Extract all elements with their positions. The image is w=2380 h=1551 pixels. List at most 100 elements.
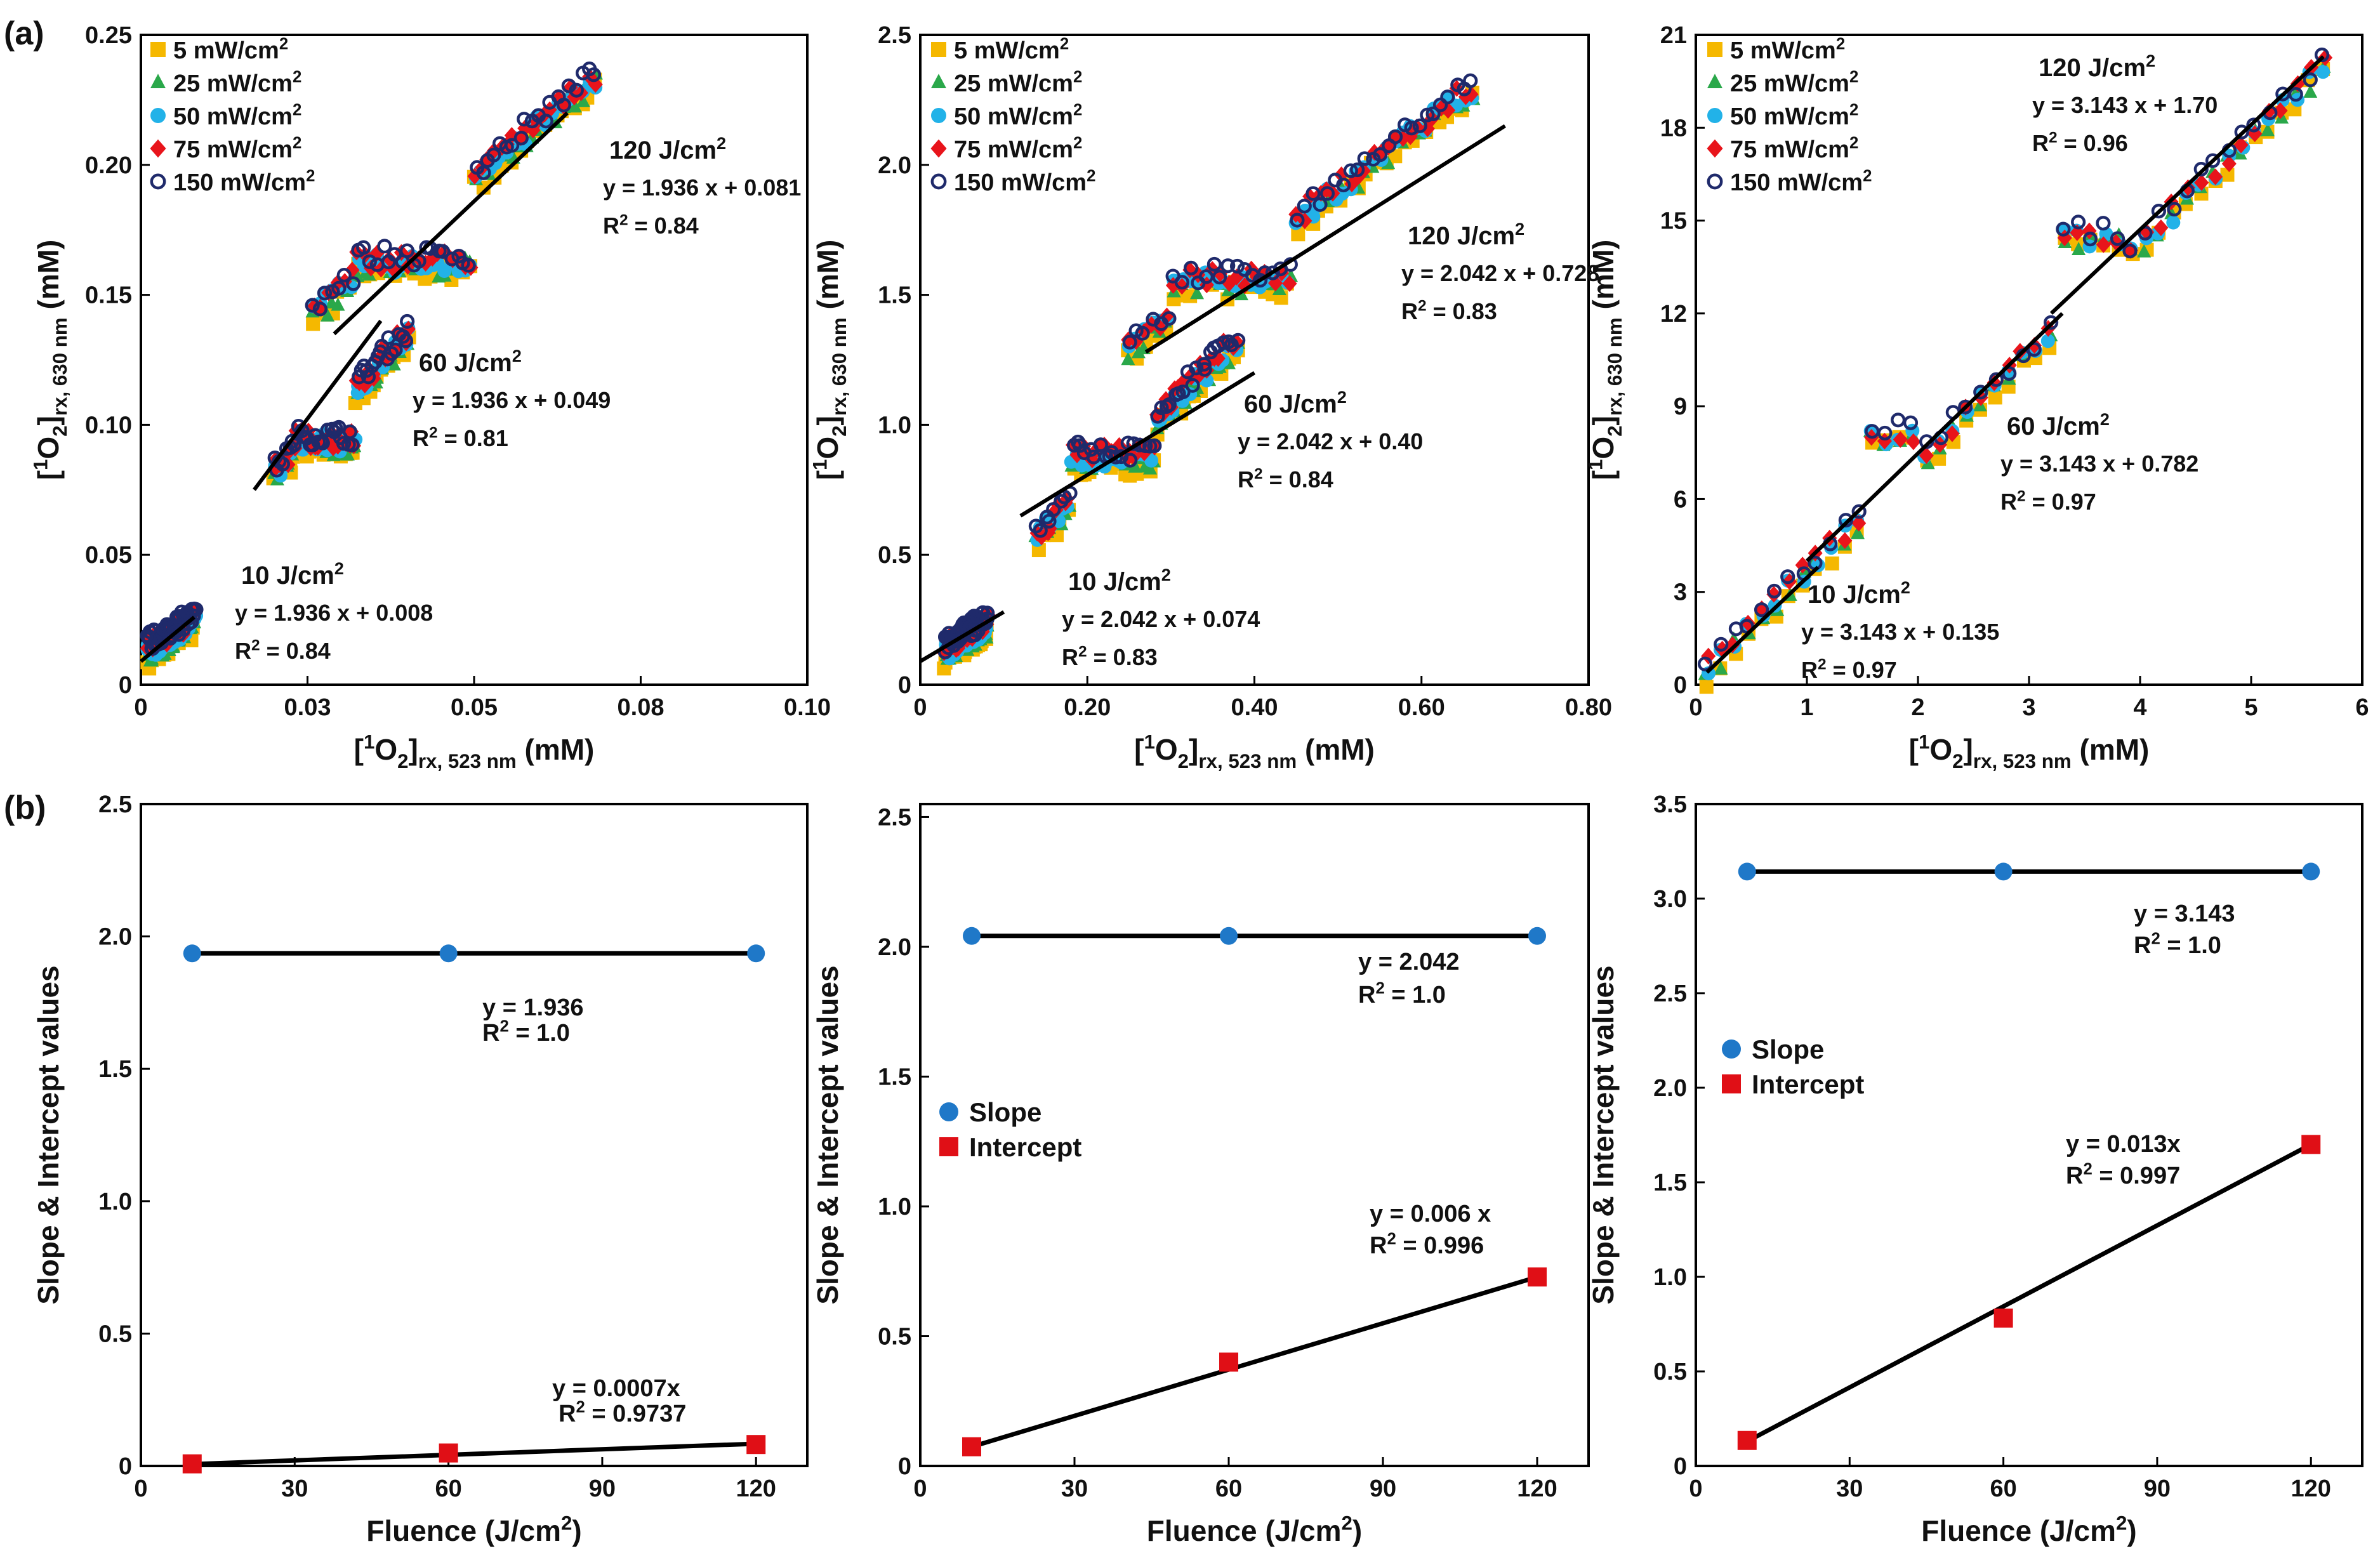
data-point bbox=[1877, 432, 1892, 450]
y-tick-label: 0.15 bbox=[85, 282, 132, 309]
fluence-label: 120 J/cm2 bbox=[609, 133, 726, 164]
data-point bbox=[188, 602, 204, 617]
data-point bbox=[1699, 680, 1714, 694]
data-point bbox=[2234, 124, 2249, 140]
data-point bbox=[1463, 73, 1478, 88]
y-tick-label: 1.0 bbox=[98, 1189, 132, 1215]
data-point bbox=[1464, 86, 1479, 103]
y-tick-label: 0 bbox=[898, 672, 911, 699]
data-point bbox=[1973, 385, 1988, 400]
data-point bbox=[1404, 121, 1419, 136]
data-point bbox=[1135, 326, 1150, 341]
data-point bbox=[356, 240, 371, 255]
x-tick-label: 0 bbox=[1689, 694, 1702, 721]
y-tick-label: 0.5 bbox=[878, 542, 911, 569]
data-point bbox=[1297, 212, 1312, 230]
data-point bbox=[1198, 269, 1214, 284]
data-point bbox=[1272, 282, 1286, 296]
data-point bbox=[1919, 447, 1934, 465]
fit-equation: y = 2.042 x + 0.728 bbox=[1401, 260, 1599, 286]
data-point bbox=[2303, 84, 2318, 98]
fit-r2: R2 = 0.996 bbox=[1370, 1231, 1484, 1259]
data-point bbox=[1190, 286, 1205, 300]
data-point bbox=[1838, 513, 1854, 528]
y-tick-label: 0 bbox=[1674, 1453, 1687, 1480]
x-axis-title: Fluence (J/cm2) bbox=[1147, 1512, 1363, 1548]
fit-r2: R2 = 0.96 bbox=[2032, 129, 2128, 156]
data-point bbox=[317, 286, 333, 301]
legend-marker bbox=[930, 173, 947, 190]
panel-label-b: (b) bbox=[4, 789, 46, 826]
x-tick-label: 90 bbox=[1370, 1475, 1396, 1502]
data-point bbox=[1282, 275, 1297, 293]
fit-line bbox=[970, 1274, 1538, 1449]
data-point bbox=[1766, 586, 1782, 603]
y-tick-label: 2.5 bbox=[1653, 980, 1687, 1007]
fit-r2: R2 = 0.84 bbox=[235, 637, 331, 664]
x-tick-label: 6 bbox=[2355, 694, 2369, 721]
legend-label: 75 mW/cm2 bbox=[1730, 135, 1858, 163]
data-point bbox=[2070, 224, 2085, 241]
chart-6: 0 30 60 90 120 0 0.5 1.0 1.5 2.0 2.5 3.0 3.5 Fluence … bbox=[1587, 791, 2363, 1548]
data-point bbox=[1147, 438, 1162, 453]
data-point bbox=[384, 346, 399, 361]
data-point bbox=[1440, 89, 1455, 105]
data-point bbox=[517, 112, 532, 127]
x-tick-label: 0.03 bbox=[284, 694, 331, 721]
legend-label: 25 mW/cm2 bbox=[173, 69, 301, 97]
y-tick-label: 2.5 bbox=[878, 804, 911, 831]
fit-line bbox=[919, 610, 1005, 663]
x-tick-label: 3 bbox=[2022, 694, 2035, 721]
data-point bbox=[387, 357, 401, 371]
y-tick-label: 2.5 bbox=[98, 791, 132, 818]
y-tick-label: 0 bbox=[119, 1453, 132, 1480]
x-tick-label: 0.60 bbox=[1398, 694, 1445, 721]
x-tick-label: 90 bbox=[2144, 1475, 2171, 1502]
fit-r2: R2 = 0.83 bbox=[1401, 297, 1497, 324]
fit-equation: y = 2.042 x + 0.074 bbox=[1062, 606, 1260, 632]
y-tick-label: 18 bbox=[1660, 115, 1687, 142]
legend-marker bbox=[931, 74, 946, 88]
data-point bbox=[2166, 215, 2181, 230]
data-point bbox=[1207, 256, 1222, 272]
data-point bbox=[2288, 87, 2303, 102]
data-cluster bbox=[936, 605, 996, 676]
data-point bbox=[1740, 614, 1755, 632]
data-point bbox=[1108, 449, 1123, 465]
legend-label: 5 mW/cm2 bbox=[954, 36, 1069, 64]
data-point bbox=[1174, 275, 1189, 290]
y-tick-label: 0.10 bbox=[85, 412, 132, 439]
data-point bbox=[1754, 602, 1769, 617]
x-tick-label: 0 bbox=[913, 694, 927, 721]
data-point bbox=[1851, 515, 1867, 532]
data-point bbox=[1432, 97, 1448, 112]
data-point bbox=[357, 376, 373, 393]
fit-line bbox=[1144, 124, 1506, 354]
data-point bbox=[479, 151, 494, 168]
data-cluster bbox=[140, 601, 204, 676]
data-point bbox=[1434, 100, 1449, 117]
data-point bbox=[1265, 265, 1280, 280]
intercept-point bbox=[439, 1443, 458, 1463]
x-tick-label: 120 bbox=[1517, 1475, 1557, 1502]
x-axis-title: [1O2]rx, 523 nm (mM) bbox=[1909, 731, 2150, 772]
data-point bbox=[1373, 147, 1388, 162]
x-tick-label: 90 bbox=[589, 1475, 616, 1502]
data-point bbox=[1988, 390, 2002, 405]
data-point bbox=[2208, 168, 2223, 185]
legend-label: 75 mW/cm2 bbox=[954, 135, 1082, 163]
data-point bbox=[1197, 362, 1212, 377]
legend: 5 mW/cm2 25 mW/cm2 50 mW/cm2 75 mW/cm2 150 m… bbox=[1707, 36, 1872, 196]
fit-equation: y = 0.006 x bbox=[1370, 1201, 1491, 1227]
fit-equation: y = 3.143 x + 0.135 bbox=[1801, 619, 1999, 645]
data-point bbox=[1412, 118, 1427, 133]
fit-r2: R2 = 0.84 bbox=[603, 211, 699, 239]
data-point bbox=[1161, 397, 1177, 412]
data-point bbox=[1143, 461, 1158, 475]
x-axis-title: Fluence (J/cm2) bbox=[1921, 1512, 2137, 1548]
slope-point bbox=[183, 944, 201, 963]
legend-marker bbox=[1707, 74, 1722, 88]
legend-marker bbox=[150, 42, 166, 57]
data-point bbox=[2194, 174, 2209, 191]
